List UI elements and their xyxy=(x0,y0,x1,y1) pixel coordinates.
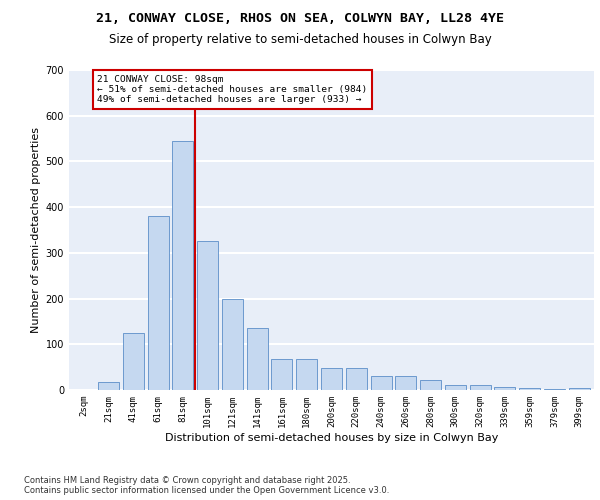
Text: Size of property relative to semi-detached houses in Colwyn Bay: Size of property relative to semi-detach… xyxy=(109,32,491,46)
Bar xyxy=(569,388,590,390)
Bar xyxy=(197,242,218,390)
Y-axis label: Number of semi-detached properties: Number of semi-detached properties xyxy=(31,127,41,333)
Text: Contains HM Land Registry data © Crown copyright and database right 2025.
Contai: Contains HM Land Registry data © Crown c… xyxy=(24,476,389,495)
Bar xyxy=(172,141,193,390)
Bar xyxy=(395,376,416,390)
Bar xyxy=(445,384,466,390)
Bar xyxy=(494,388,515,390)
Bar xyxy=(247,328,268,390)
Text: 21, CONWAY CLOSE, RHOS ON SEA, COLWYN BAY, LL28 4YE: 21, CONWAY CLOSE, RHOS ON SEA, COLWYN BA… xyxy=(96,12,504,26)
Bar xyxy=(123,333,144,390)
Bar xyxy=(321,368,342,390)
Bar xyxy=(346,368,367,390)
X-axis label: Distribution of semi-detached houses by size in Colwyn Bay: Distribution of semi-detached houses by … xyxy=(165,432,498,442)
Text: 21 CONWAY CLOSE: 98sqm
← 51% of semi-detached houses are smaller (984)
49% of se: 21 CONWAY CLOSE: 98sqm ← 51% of semi-det… xyxy=(97,74,368,104)
Bar xyxy=(544,389,565,390)
Bar xyxy=(296,359,317,390)
Bar xyxy=(470,386,491,390)
Bar xyxy=(148,216,169,390)
Bar xyxy=(519,388,540,390)
Bar xyxy=(371,376,392,390)
Bar xyxy=(222,298,243,390)
Bar xyxy=(271,359,292,390)
Bar xyxy=(420,380,441,390)
Bar xyxy=(98,382,119,390)
